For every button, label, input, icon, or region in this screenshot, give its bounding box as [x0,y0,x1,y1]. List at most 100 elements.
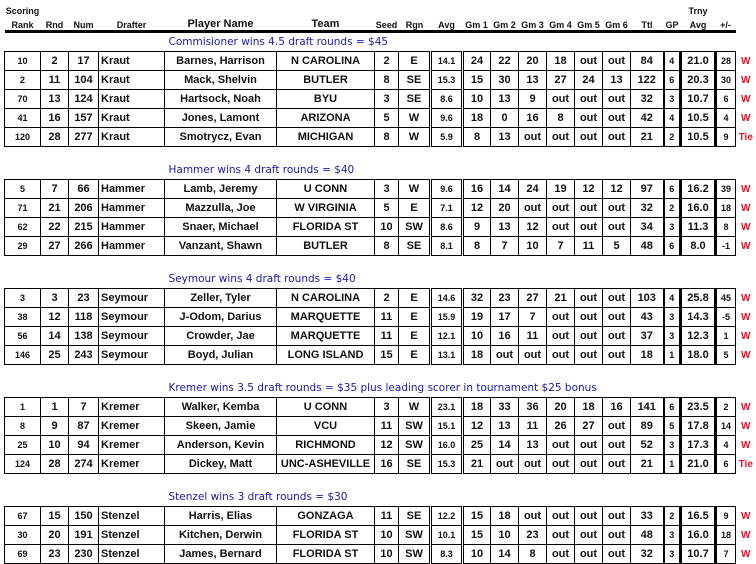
cell-gm4: out [546,454,575,474]
cell-trny: 16.5 [679,506,716,526]
cell-gm3: 7 [518,307,547,327]
cell-gm2: 14 [490,435,519,455]
cell-gp: 2 [663,127,681,147]
cell-gm5: 24 [574,70,603,90]
cell-gp: 3 [663,217,681,237]
cell-num: 87 [68,416,99,436]
cell-rgn: E [398,288,431,308]
header-num: Num [68,16,99,33]
cell-gm3: 11 [518,326,547,346]
cell-rnd: 23 [40,544,69,564]
cell-player: J-Odom, Darius [164,307,277,327]
cell-gm2: 14 [490,544,519,564]
cell-num: 215 [68,217,99,237]
cell-ttl: 32 [630,544,665,564]
cell-gm4: 19 [546,179,575,199]
section-title: Hammer wins 4 draft rounds = $40 [168,164,355,176]
cell-trny: 8.0 [679,236,716,256]
cell-seed: 11 [374,506,399,526]
cell-res: W [741,401,751,413]
cell-gm5: out [574,326,603,346]
cell-gm2: 7 [490,236,519,256]
cell-gm6: out [602,127,631,147]
cell-seed: 2 [374,288,399,308]
cell-gm1: 19 [462,307,491,327]
cell-res: W [741,221,751,233]
cell-ttl: 18 [630,345,665,365]
cell-gm2: out [490,454,519,474]
cell-gm6: out [602,108,631,128]
cell-gm5: out [574,89,603,109]
header-gp: GP [663,16,681,33]
cell-gm3: out [518,127,547,147]
cell-rgn: W [398,108,431,128]
cell-player: Boyd, Julian [164,345,277,365]
cell-drafter: Hammer [98,198,165,218]
cell-gm4: out [546,326,575,346]
cell-gm1: 15 [462,506,491,526]
cell-trny: 17.8 [679,416,716,436]
cell-gm1: 21 [462,454,491,474]
cell-seed: 10 [374,217,399,237]
cell-drafter: Stenzel [98,506,165,526]
cell-gm2: 20 [490,198,519,218]
cell-gm4: out [546,506,575,526]
cell-trny: 10.5 [679,127,716,147]
section-title: Stenzel wins 3 draft rounds = $30 [168,491,348,503]
cell-rgn: E [398,345,431,365]
cell-seed: 11 [374,307,399,327]
cell-gp: 4 [663,108,681,128]
cell-gm3: 10 [518,236,547,256]
cell-gm1: 12 [462,416,491,436]
cell-rnd: 13 [40,89,69,109]
cell-rank: 3 [4,288,41,308]
cell-team: U CONN [276,179,375,199]
cell-seed: 5 [374,198,399,218]
player-row: 71 21 206 Hammer Mazzulla, Joe W VIRGINIA 5 E 7.… [4,198,756,218]
cell-rgn: SW [398,525,431,545]
cell-gm6: 12 [602,179,631,199]
header-plus-minus: +/- [715,16,736,33]
cell-rank: 29 [4,236,41,256]
cell-ttl: 97 [630,179,665,199]
section-title-row: Seymour wins 4 draft rounds = $40 [5,270,756,289]
cell-pm: -1 [714,236,736,256]
player-row: 69 23 230 Stenzel James, Bernard FLORIDA ST 10… [4,544,756,564]
cell-gp: 6 [663,397,681,417]
cell-gp: 3 [663,435,681,455]
cell-gm2: 30 [490,70,519,90]
cell-pm: 4 [714,108,736,128]
cell-gm2: 13 [490,217,519,237]
player-row: 25 10 94 Kremer Anderson, Kevin RICHMOND 12 SW 1… [4,435,756,455]
cell-player: Vanzant, Shawn [164,236,277,256]
cell-seed: 3 [374,179,399,199]
cell-drafter: Kraut [98,70,165,90]
cell-drafter: Stenzel [98,544,165,564]
cell-gp: 4 [663,51,681,71]
cell-pm: 9 [714,506,736,526]
cell-gm5: out [574,51,603,71]
player-row: 30 20 191 Stenzel Kitchen, Derwin FLORIDA ST 1… [4,525,756,545]
cell-seed: 2 [374,51,399,71]
header-rank: Rank [4,16,41,33]
cell-team: FLORIDA ST [276,525,375,545]
header-gm6: Gm 6 [602,16,631,33]
cell-gm6: out [602,435,631,455]
cell-player: Kitchen, Derwin [164,525,277,545]
cell-rgn: SE [398,454,431,474]
header-row-top: Scoring Trny [5,2,756,16]
cell-player: Walker, Kemba [164,397,277,417]
cell-gp: 3 [663,326,681,346]
cell-rank: 69 [4,544,41,564]
player-row: 8 9 87 Kremer Skeen, Jamie VCU 11 SW 15.1 12 13 11 2… [4,416,756,436]
cell-team: MARQUETTE [276,307,375,327]
cell-rgn: SE [398,70,431,90]
cell-team: FLORIDA ST [276,217,375,237]
cell-team: ARIZONA [276,108,375,128]
cell-gm1: 32 [462,288,491,308]
player-row: 67 15 150 Stenzel Harris, Elias GONZAGA 11 SE 12… [4,506,756,526]
cell-trny: 16.0 [679,525,716,545]
player-row: 5 7 66 Hammer Lamb, Jeremy U CONN 3 W 9.6 16 14 24 1… [4,179,756,199]
player-row: 70 13 124 Kraut Hartsock, Noah BYU 3 SE 8.6 10 13 9… [4,89,756,109]
cell-avg: 16.0 [429,435,464,455]
